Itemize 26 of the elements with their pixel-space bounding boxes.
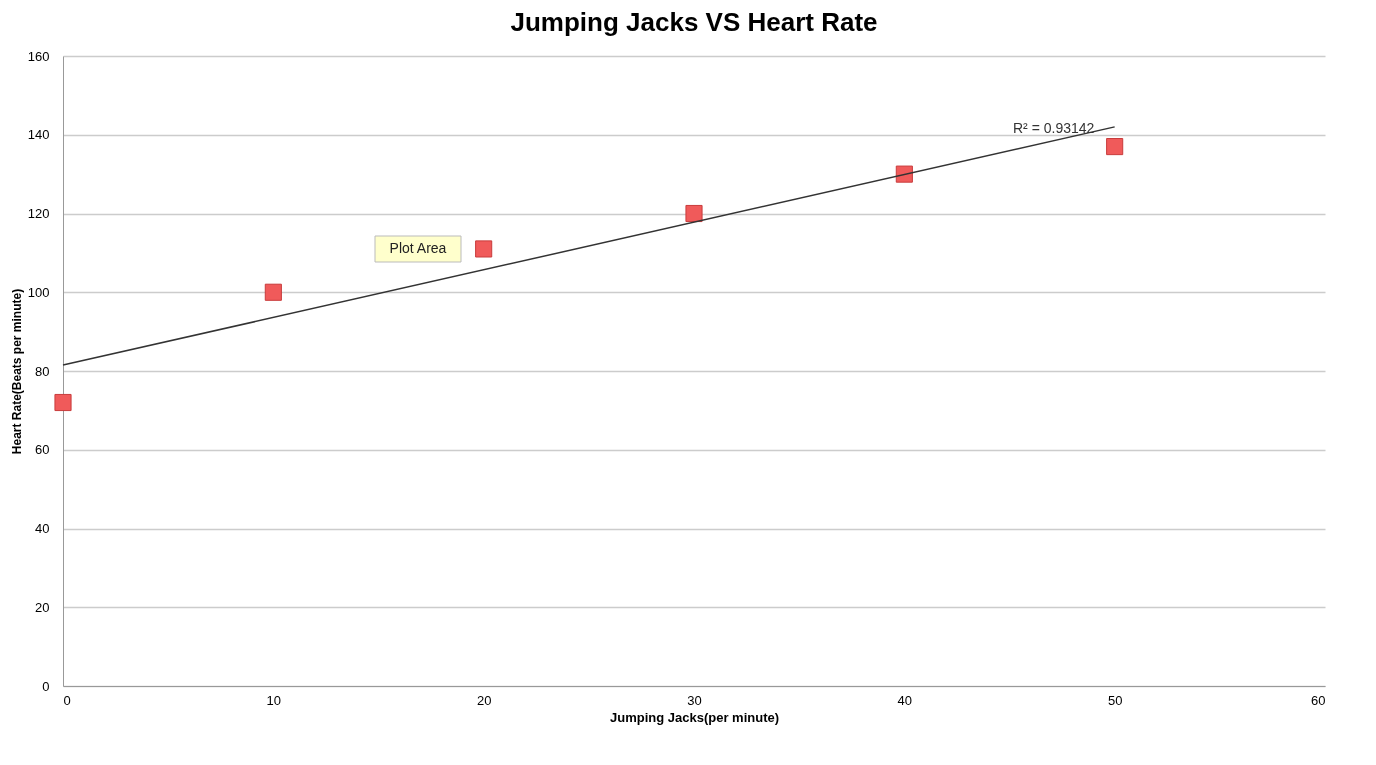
y-axis-title: Heart Rate(Beats per minute) bbox=[9, 288, 24, 455]
x-tick-label: 0 bbox=[63, 692, 71, 708]
point bbox=[685, 204, 703, 223]
point bbox=[1106, 138, 1124, 156]
y-tick-label: 20 bbox=[35, 599, 50, 615]
y-tick-label: 160 bbox=[27, 48, 50, 64]
annotation: R² = 0.93142 bbox=[1013, 120, 1095, 136]
x-tick-label: 30 bbox=[687, 692, 702, 708]
annotation: Plot Area bbox=[389, 240, 447, 256]
y-tick-label: 100 bbox=[27, 284, 50, 300]
y-tick-label: 0 bbox=[42, 678, 50, 694]
x-tick-label: 40 bbox=[897, 692, 913, 708]
y-tick-label: 60 bbox=[35, 442, 50, 458]
y-tick-label: 120 bbox=[27, 206, 50, 221]
x-tick-label: 60 bbox=[1311, 692, 1326, 708]
y-tick-label: 40 bbox=[35, 521, 50, 536]
x-axis-title: Jumping Jacks(per minute) bbox=[609, 709, 780, 725]
x-tick-label: 50 bbox=[1107, 692, 1123, 708]
point bbox=[54, 393, 72, 412]
x-tick-label: 20 bbox=[476, 692, 492, 708]
point bbox=[475, 240, 493, 258]
point bbox=[264, 283, 282, 301]
chart-title: Jumping Jacks VS Heart Rate bbox=[510, 7, 878, 37]
x-tick-label: 10 bbox=[266, 692, 282, 708]
y-tick-label: 140 bbox=[27, 127, 50, 143]
y-tick-label: 80 bbox=[35, 363, 50, 379]
